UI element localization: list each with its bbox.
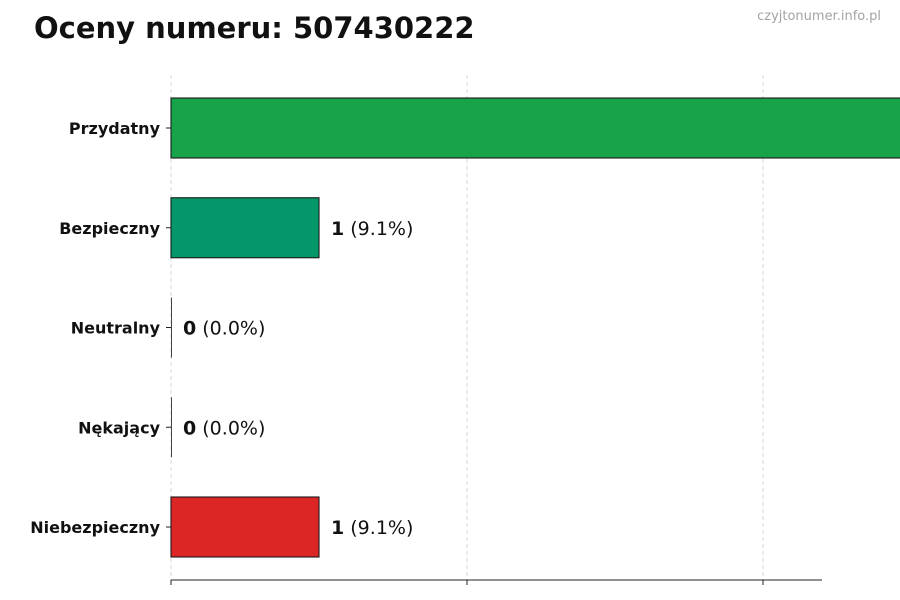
value-percent: (0.0%): [196, 417, 265, 439]
value-label: 1 (9.1%): [331, 517, 413, 539]
bar: [170, 496, 320, 558]
bar: [170, 197, 320, 259]
category-label: Bezpieczny: [59, 219, 160, 238]
value-count: 1: [331, 218, 344, 240]
value-count: 1: [331, 517, 344, 539]
axes: [166, 127, 822, 585]
category-label: Niebezpieczny: [30, 518, 160, 537]
category-label: Nękający: [78, 418, 160, 437]
value-count: 0: [183, 417, 196, 439]
value-label: 0 (0.0%): [183, 318, 265, 340]
value-percent: (0.0%): [196, 318, 265, 340]
value-label: 1 (9.1%): [331, 218, 413, 240]
category-label: Przydatny: [69, 119, 161, 138]
bar: [170, 97, 900, 159]
value-percent: (9.1%): [344, 218, 413, 240]
value-count: 0: [183, 318, 196, 340]
bars: [170, 97, 900, 558]
watermark: czyjtonumer.info.pl: [757, 9, 881, 24]
category-label: Neutralny: [71, 319, 161, 338]
value-percent: (9.1%): [344, 517, 413, 539]
value-label: 0 (0.0%): [183, 417, 265, 439]
chart-title: Oceny numeru: 507430222: [34, 11, 475, 45]
